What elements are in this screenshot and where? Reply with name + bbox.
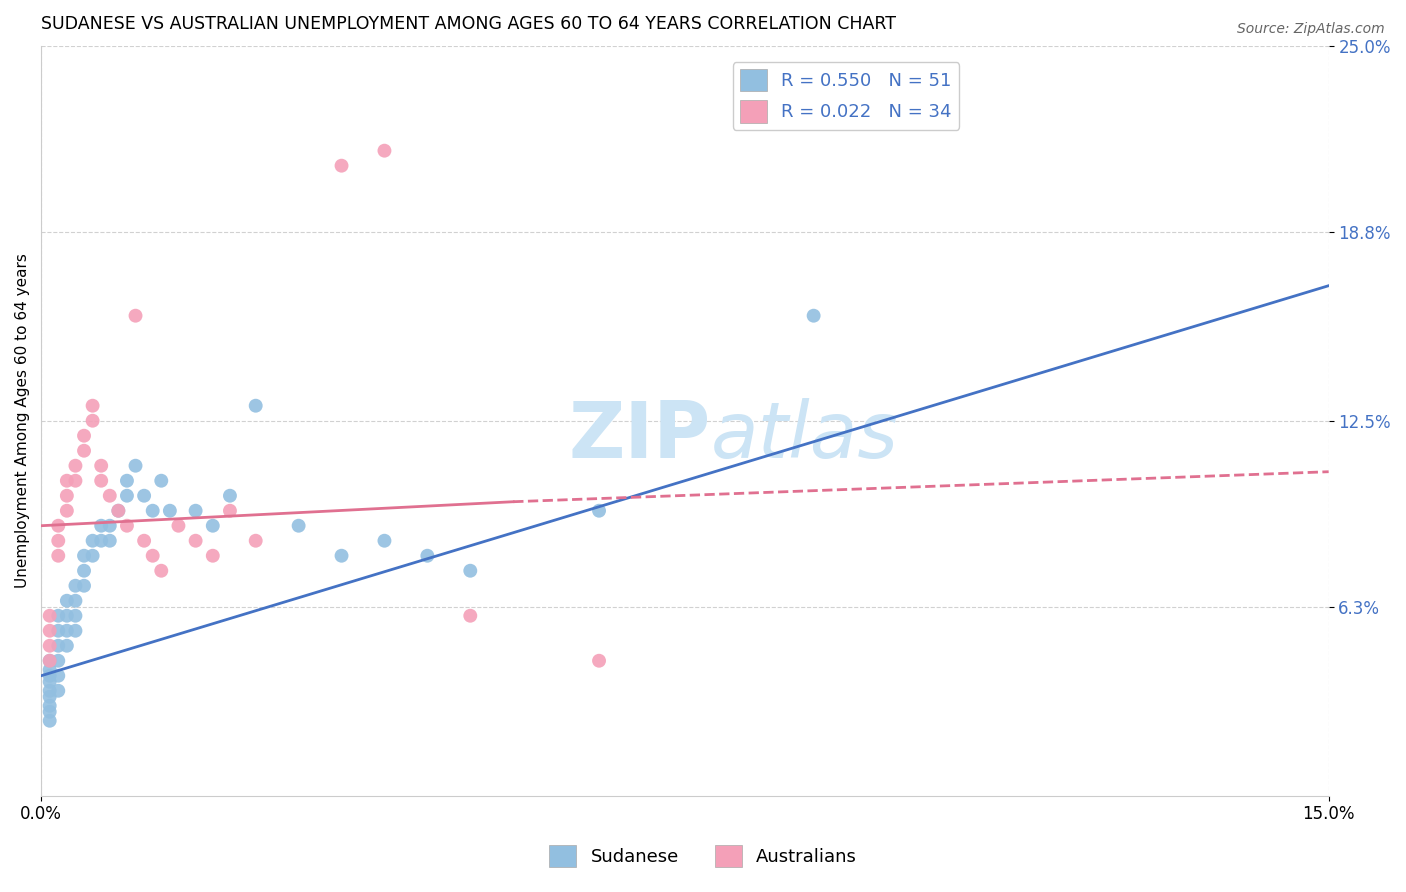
Point	[124, 309, 146, 323]
Point	[287, 518, 309, 533]
Point	[38, 698, 60, 713]
Point	[46, 608, 69, 623]
Point	[73, 564, 96, 578]
Point	[38, 714, 60, 728]
Point	[373, 144, 395, 158]
Point	[46, 624, 69, 638]
Point	[38, 654, 60, 668]
Point	[150, 474, 173, 488]
Y-axis label: Unemployment Among Ages 60 to 64 years: Unemployment Among Ages 60 to 64 years	[15, 253, 30, 588]
Point	[46, 654, 69, 668]
Point	[219, 504, 242, 518]
Point	[132, 489, 155, 503]
Point	[38, 690, 60, 704]
Point	[588, 654, 610, 668]
Point	[65, 608, 87, 623]
Point	[56, 504, 79, 518]
Point	[142, 549, 165, 563]
Point	[201, 549, 224, 563]
Point	[46, 683, 69, 698]
Point	[98, 518, 121, 533]
Point	[107, 504, 129, 518]
Point	[38, 624, 60, 638]
Point	[416, 549, 439, 563]
Point	[73, 443, 96, 458]
Point	[90, 458, 112, 473]
Point	[90, 474, 112, 488]
Point	[167, 518, 190, 533]
Point	[82, 414, 104, 428]
Point	[38, 669, 60, 683]
Point	[56, 474, 79, 488]
Point	[38, 639, 60, 653]
Point	[56, 593, 79, 607]
Point	[373, 533, 395, 548]
Point	[115, 489, 138, 503]
Point	[115, 474, 138, 488]
Point	[201, 518, 224, 533]
Point	[82, 533, 104, 548]
Point	[46, 639, 69, 653]
Point	[588, 504, 610, 518]
Point	[38, 705, 60, 719]
Point	[150, 564, 173, 578]
Text: SUDANESE VS AUSTRALIAN UNEMPLOYMENT AMONG AGES 60 TO 64 YEARS CORRELATION CHART: SUDANESE VS AUSTRALIAN UNEMPLOYMENT AMON…	[41, 15, 896, 33]
Point	[98, 489, 121, 503]
Legend: Sudanese, Australians: Sudanese, Australians	[541, 838, 865, 874]
Point	[132, 533, 155, 548]
Point	[115, 518, 138, 533]
Text: ZIP: ZIP	[568, 398, 710, 474]
Point	[107, 504, 129, 518]
Text: atlas: atlas	[710, 398, 898, 474]
Point	[65, 458, 87, 473]
Point	[38, 608, 60, 623]
Point	[65, 593, 87, 607]
Point	[458, 608, 481, 623]
Point	[330, 549, 353, 563]
Point	[330, 159, 353, 173]
Point	[46, 518, 69, 533]
Point	[56, 608, 79, 623]
Point	[184, 533, 207, 548]
Point	[90, 518, 112, 533]
Point	[73, 579, 96, 593]
Point	[46, 669, 69, 683]
Point	[38, 654, 60, 668]
Point	[245, 399, 267, 413]
Point	[65, 579, 87, 593]
Text: Source: ZipAtlas.com: Source: ZipAtlas.com	[1237, 22, 1385, 37]
Point	[46, 549, 69, 563]
Point	[82, 549, 104, 563]
Point	[56, 639, 79, 653]
Point	[38, 663, 60, 677]
Point	[82, 399, 104, 413]
Point	[65, 624, 87, 638]
Point	[90, 533, 112, 548]
Point	[56, 624, 79, 638]
Point	[803, 309, 825, 323]
Point	[46, 533, 69, 548]
Point	[219, 489, 242, 503]
Point	[184, 504, 207, 518]
Point	[73, 428, 96, 442]
Point	[65, 474, 87, 488]
Legend: R = 0.550   N = 51, R = 0.022   N = 34: R = 0.550 N = 51, R = 0.022 N = 34	[733, 62, 959, 129]
Point	[38, 674, 60, 689]
Point	[159, 504, 181, 518]
Point	[458, 564, 481, 578]
Point	[98, 533, 121, 548]
Point	[142, 504, 165, 518]
Point	[38, 683, 60, 698]
Point	[56, 489, 79, 503]
Point	[73, 549, 96, 563]
Point	[124, 458, 146, 473]
Point	[245, 533, 267, 548]
